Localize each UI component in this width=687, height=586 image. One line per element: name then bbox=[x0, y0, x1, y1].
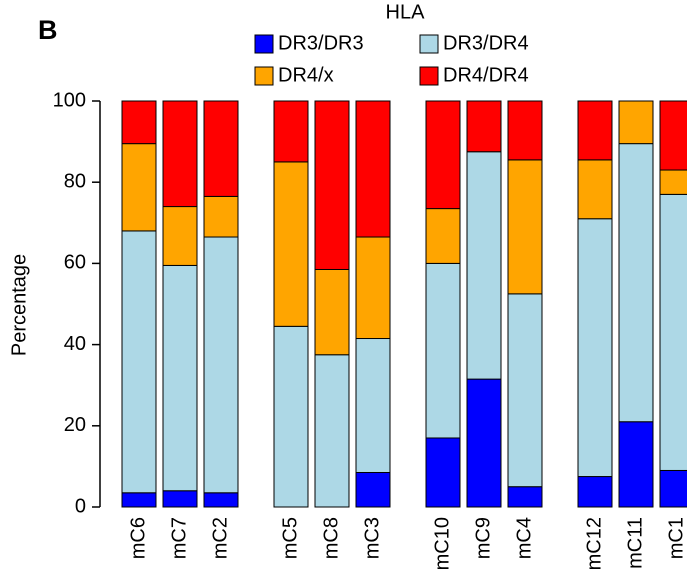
bar-segment bbox=[314, 354, 350, 508]
bar-segment bbox=[507, 486, 543, 508]
bar-segment bbox=[577, 218, 613, 478]
y-tick-label: 0 bbox=[75, 495, 86, 517]
bar-segment bbox=[507, 159, 543, 295]
x-tick-label: mC2 bbox=[209, 517, 231, 559]
bar-segment bbox=[355, 100, 391, 238]
bar-segment bbox=[273, 325, 309, 508]
bar-segment bbox=[507, 293, 543, 488]
bar-segment bbox=[507, 100, 543, 161]
legend-swatch bbox=[419, 66, 439, 86]
panel-label: B bbox=[38, 15, 58, 45]
y-tick-label: 60 bbox=[64, 252, 86, 274]
x-tick-label: mC12 bbox=[583, 517, 605, 570]
x-tick-label: mC7 bbox=[168, 517, 190, 559]
bar-segment bbox=[466, 378, 502, 508]
bar-segment bbox=[659, 100, 687, 171]
bar-segment bbox=[466, 151, 502, 380]
y-tick-label: 40 bbox=[64, 333, 86, 355]
y-tick-label: 20 bbox=[64, 414, 86, 436]
legend-title: HLA bbox=[386, 1, 426, 23]
bar-segment bbox=[203, 100, 239, 197]
x-tick-label: mC9 bbox=[472, 517, 494, 559]
bar-segment bbox=[577, 476, 613, 508]
legend-label: DR3/DR3 bbox=[278, 32, 364, 54]
x-tick-label: mC10 bbox=[431, 517, 453, 570]
x-tick-label: mC6 bbox=[127, 517, 149, 559]
bar-segment bbox=[273, 100, 309, 163]
bar-segment bbox=[425, 437, 461, 508]
bar-segment bbox=[203, 236, 239, 494]
bar-segment bbox=[577, 159, 613, 220]
bar-segment bbox=[273, 161, 309, 327]
legend-label: DR3/DR4 bbox=[443, 32, 529, 54]
y-axis-label: Percentage bbox=[8, 254, 30, 356]
bar-segment bbox=[425, 100, 461, 210]
legend-swatch bbox=[254, 66, 274, 86]
bar-segment bbox=[355, 471, 391, 508]
legend-swatch bbox=[254, 34, 274, 54]
bar-segment bbox=[314, 100, 350, 270]
x-tick-label: mC4 bbox=[513, 517, 535, 559]
bar-segment bbox=[659, 169, 687, 195]
bar-segment bbox=[618, 143, 654, 423]
bar-segment bbox=[577, 100, 613, 161]
bar-segment bbox=[162, 100, 198, 208]
bar-segment bbox=[355, 338, 391, 473]
bar-segment bbox=[162, 264, 198, 492]
x-tick-label: mC3 bbox=[361, 517, 383, 559]
bar-segment bbox=[121, 100, 157, 145]
legend-label: DR4/DR4 bbox=[443, 64, 529, 86]
x-tick-label: mC8 bbox=[320, 517, 342, 559]
bar-segment bbox=[162, 490, 198, 508]
y-tick-label: 80 bbox=[64, 170, 86, 192]
x-tick-label: mC11 bbox=[624, 517, 646, 569]
y-tick-label: 100 bbox=[53, 89, 86, 111]
bar-segment bbox=[425, 262, 461, 439]
x-tick-label: mC1 bbox=[665, 517, 687, 559]
bar-segment bbox=[121, 492, 157, 508]
x-tick-label: mC5 bbox=[279, 517, 301, 559]
bar-segment bbox=[203, 195, 239, 238]
bar-segment bbox=[203, 492, 239, 508]
bar-segment bbox=[121, 230, 157, 494]
legend-swatch bbox=[419, 34, 439, 54]
bar-segment bbox=[659, 469, 687, 508]
bar-segment bbox=[355, 236, 391, 340]
legend-label: DR4/x bbox=[278, 64, 334, 86]
bar-segment bbox=[618, 421, 654, 508]
bar-segment bbox=[425, 208, 461, 264]
bar-segment bbox=[162, 206, 198, 266]
bar-segment bbox=[659, 193, 687, 471]
bar-segment bbox=[466, 100, 502, 153]
bar-segment bbox=[618, 100, 654, 145]
bar-segment bbox=[121, 143, 157, 232]
bar-segment bbox=[314, 268, 350, 356]
